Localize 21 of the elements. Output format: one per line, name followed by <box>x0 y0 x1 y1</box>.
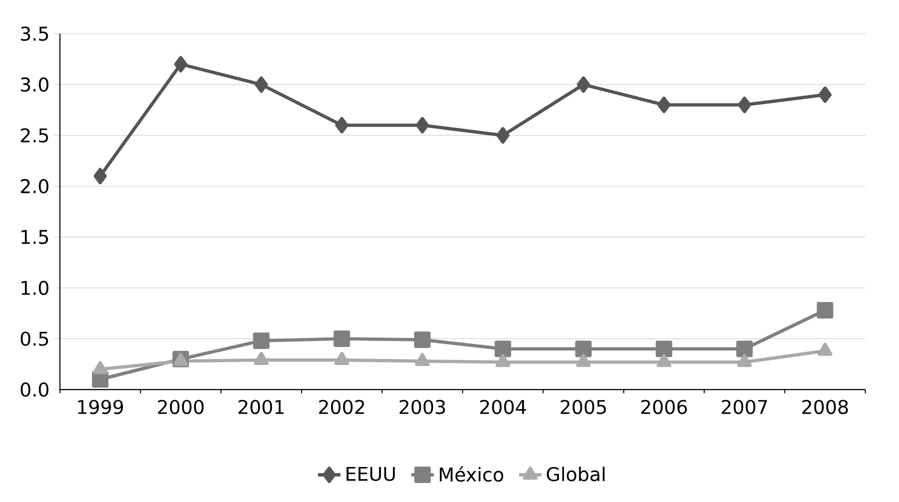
x-tick-label: 2008 <box>802 400 848 414</box>
y-tick-label: 3.0 <box>20 77 48 92</box>
x-tick-label: 2004 <box>480 400 526 414</box>
x-tick-label: 2000 <box>158 400 204 414</box>
x-tick-label: 1999 <box>78 400 123 414</box>
y-tick-label: 1.5 <box>22 230 48 244</box>
legend-label: EEUU <box>346 466 395 482</box>
y-tick-label: 2.5 <box>20 128 48 143</box>
x-tick-label: 2005 <box>560 400 606 414</box>
x-tick-label: 2006 <box>641 400 687 414</box>
y-tick-label: 0.5 <box>20 332 48 346</box>
x-tick-label: 2002 <box>319 400 364 414</box>
x-tick-label: 2001 <box>238 400 284 414</box>
y-tick-label: 3.5 <box>20 26 48 41</box>
legend-label: Global <box>546 466 604 482</box>
y-tick-label: 2.0 <box>20 179 48 194</box>
y-tick-label: 1.0 <box>22 280 48 296</box>
x-tick-label: 2003 <box>400 400 445 414</box>
x-tick-label: 2007 <box>722 400 767 414</box>
legend-label: México <box>440 466 504 482</box>
y-tick-label: 0.0 <box>20 382 48 397</box>
